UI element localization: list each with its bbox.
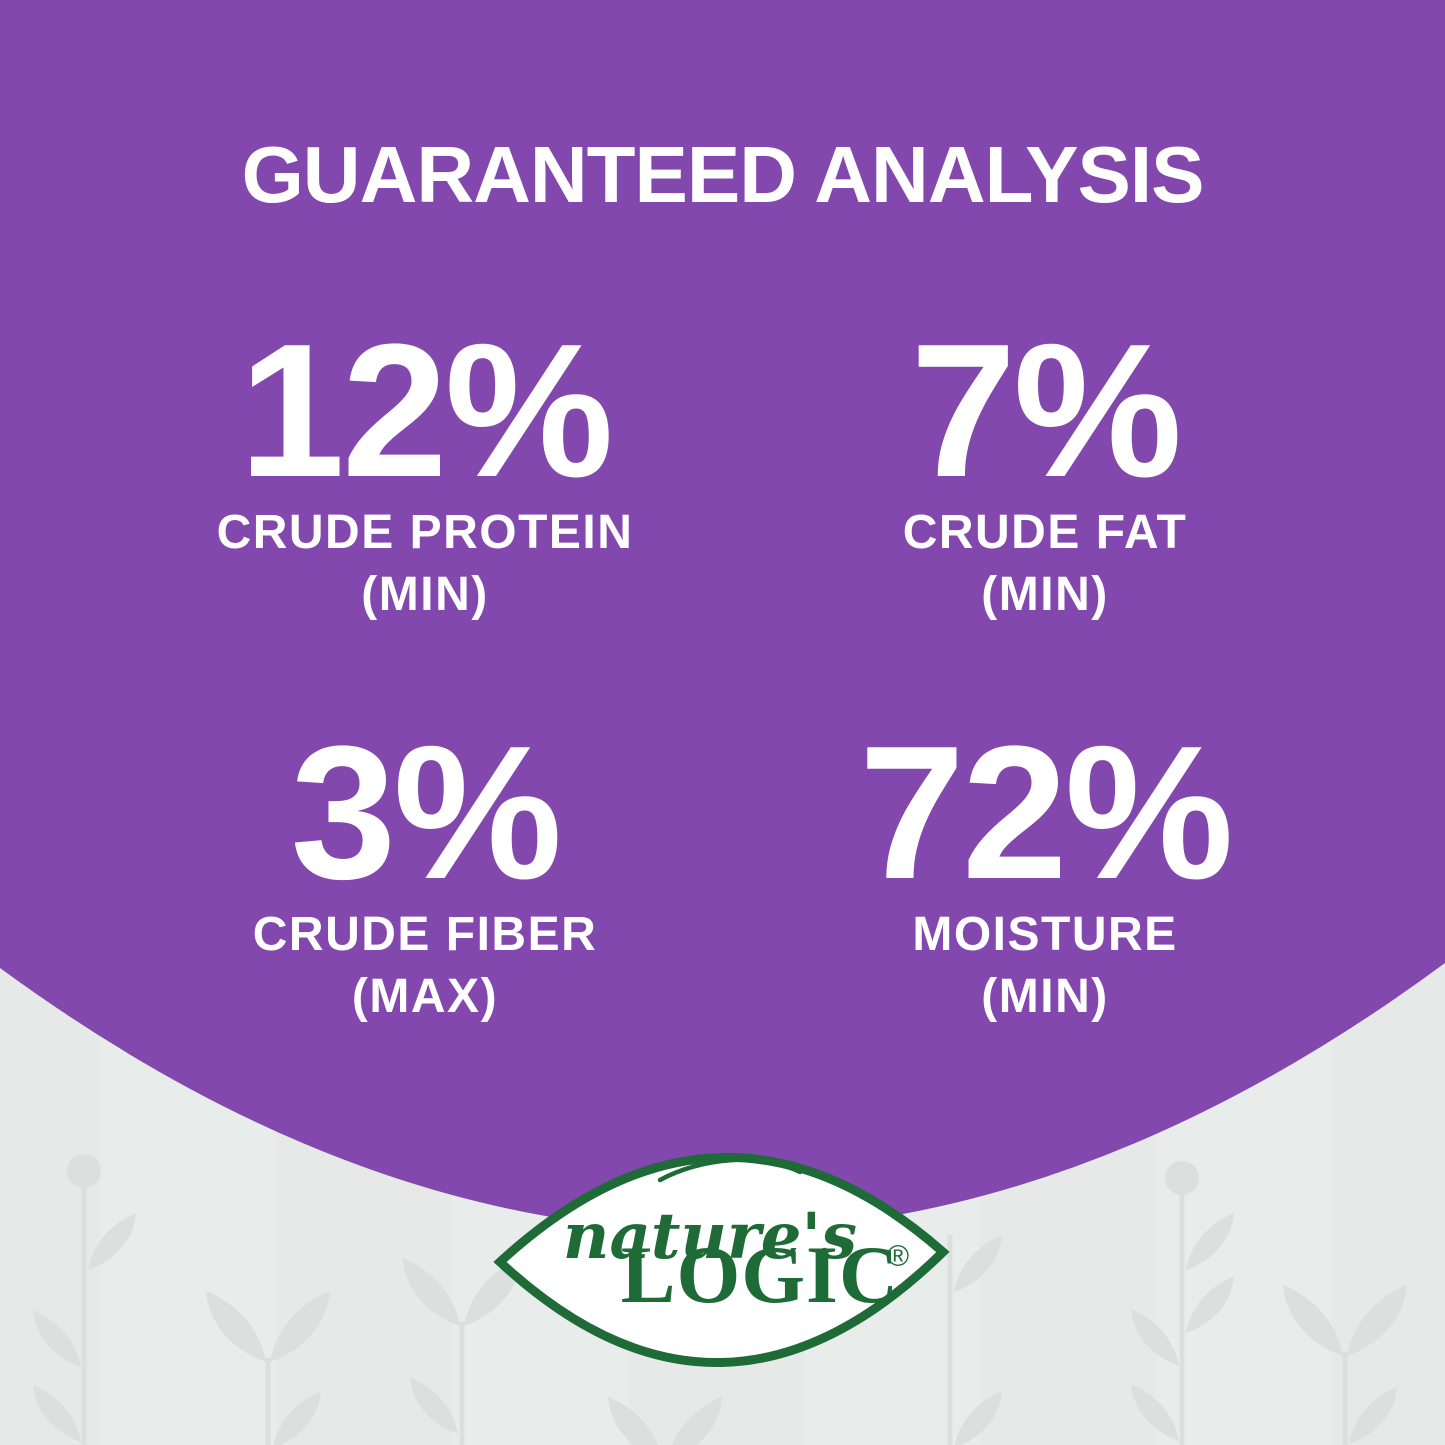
plant-watermark bbox=[1283, 1284, 1407, 1445]
plant-watermark bbox=[1131, 1161, 1234, 1445]
stat-qualifier: (MAX) bbox=[351, 970, 499, 1023]
stat-qualifier: (MIN) bbox=[981, 568, 1109, 621]
stat-qualifier: (MIN) bbox=[361, 568, 489, 621]
stat-label: CRUDE FAT bbox=[902, 506, 1188, 559]
plant-watermarks bbox=[33, 1154, 1407, 1445]
stat-value: 3% bbox=[290, 707, 563, 919]
stat-crude-fiber: 3% CRUDE FIBER (MAX) bbox=[115, 718, 735, 1028]
registered-trademark-icon: ® bbox=[887, 1240, 909, 1273]
logo-leaf-outline bbox=[493, 1153, 950, 1367]
stat-moisture: 72% MOISTURE (MIN) bbox=[735, 718, 1355, 1028]
stat-value: 12% bbox=[239, 305, 614, 517]
plant-watermark bbox=[206, 1290, 330, 1445]
logo-script-text: nature's bbox=[563, 1199, 857, 1274]
stat-label: CRUDE FIBER bbox=[252, 908, 598, 961]
stat-qualifier: (MIN) bbox=[981, 970, 1109, 1023]
page-title: GUARANTEED ANALYSIS bbox=[241, 130, 1205, 219]
stat-label: MOISTURE bbox=[912, 908, 1178, 961]
brand-logo: nature's LOGIC ® bbox=[493, 1153, 950, 1367]
purple-panel-shape bbox=[0, 0, 1445, 1232]
stat-value: 7% bbox=[910, 305, 1183, 517]
plant-watermark bbox=[402, 1257, 522, 1445]
stat-label: CRUDE PROTEIN bbox=[216, 506, 634, 559]
stat-crude-protein: 12% CRUDE PROTEIN (MIN) bbox=[115, 316, 735, 626]
logo-caps-text: LOGIC bbox=[621, 1229, 899, 1320]
logo-swash bbox=[657, 1157, 803, 1183]
stat-value: 72% bbox=[859, 707, 1234, 919]
plant-watermark bbox=[33, 1154, 136, 1445]
plant-watermark bbox=[947, 1235, 1002, 1445]
stat-crude-fat: 7% CRUDE FAT (MIN) bbox=[735, 316, 1355, 626]
